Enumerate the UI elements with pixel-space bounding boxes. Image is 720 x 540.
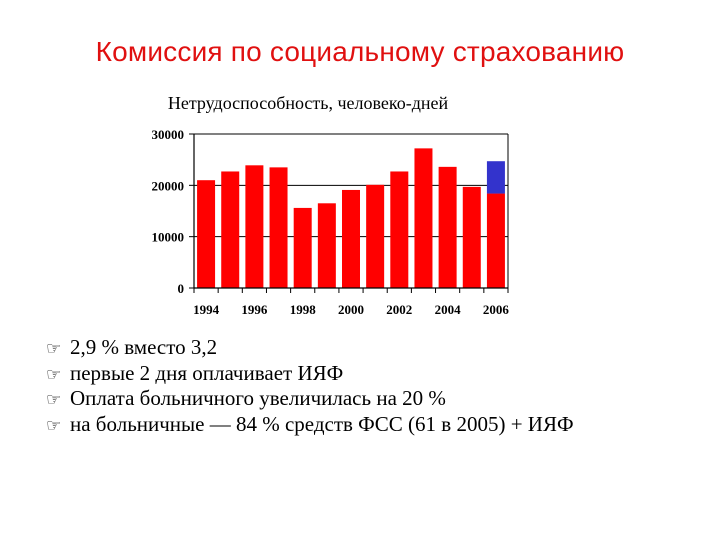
y-axis-tick-labels: 0 10000 20000 30000 <box>152 127 185 296</box>
bullet-text: Оплата больничного увеличилась на 20 % <box>70 386 446 410</box>
bar-2002 <box>390 171 409 288</box>
bullet-text: первые 2 дня оплачивает ИЯФ <box>70 360 344 385</box>
x-tick-label: 1996 <box>241 302 268 317</box>
x-tick-label: 1994 <box>193 302 220 317</box>
x-tick-label: 2004 <box>435 302 462 317</box>
bullet-item: ☞ 2,9 % вместо 3,2 <box>46 335 574 361</box>
y-tick-label: 30000 <box>152 127 185 142</box>
bar-1995 <box>221 171 240 288</box>
x-axis-tick-labels: 1994 1996 1998 2000 2002 2004 2006 <box>193 302 509 317</box>
chart-axes <box>189 133 509 293</box>
bar-1997 <box>269 167 288 288</box>
y-tick-label: 20000 <box>152 178 185 193</box>
bar-2000 <box>342 189 360 288</box>
bar-1999 <box>317 203 336 288</box>
bullet-text: на больничные — 84 % средств ФСС (61 в 2… <box>70 411 574 436</box>
bullet-text: 2,9 % вместо 3,2 <box>70 335 218 359</box>
bar-2005 <box>462 186 481 288</box>
bar-1998 <box>293 207 312 288</box>
y-tick-label: 0 <box>178 281 185 296</box>
pointing-hand-icon: ☞ <box>46 415 62 436</box>
bar-2001 <box>366 184 385 288</box>
pointing-hand-icon: ☞ <box>46 364 62 385</box>
bar-2006 <box>486 193 505 288</box>
bar-1996 <box>245 165 264 288</box>
bullet-item: ☞ Оплата больничного увеличилась на 20 % <box>46 386 574 412</box>
pointing-hand-icon: ☞ <box>46 390 62 410</box>
x-tick-label: 2002 <box>386 302 412 317</box>
chart-bars <box>197 148 505 288</box>
bullet-item: ☞ первые 2 дня оплачивает ИЯФ <box>46 361 574 387</box>
bar-2003 <box>414 148 433 288</box>
y-tick-label: 10000 <box>152 230 185 245</box>
bullet-item: ☞ на больничные — 84 % средств ФСС (61 в … <box>46 412 574 438</box>
slide-title: Комиссия по социальному страхованию <box>95 36 625 67</box>
x-tick-label: 2000 <box>338 302 364 317</box>
pointing-hand-icon: ☞ <box>46 339 62 359</box>
x-tick-label: 2006 <box>483 302 510 317</box>
bar-2004 <box>438 166 457 288</box>
bar-1994 <box>197 180 216 288</box>
chart-title: Нетрудоспособность, человеко-дней <box>168 93 449 113</box>
x-tick-label: 1998 <box>290 302 317 317</box>
bar-top-2006 <box>486 161 505 194</box>
bullet-list: ☞ 2,9 % вместо 3,2 ☞ первые 2 дня оплачивае… <box>46 335 574 437</box>
